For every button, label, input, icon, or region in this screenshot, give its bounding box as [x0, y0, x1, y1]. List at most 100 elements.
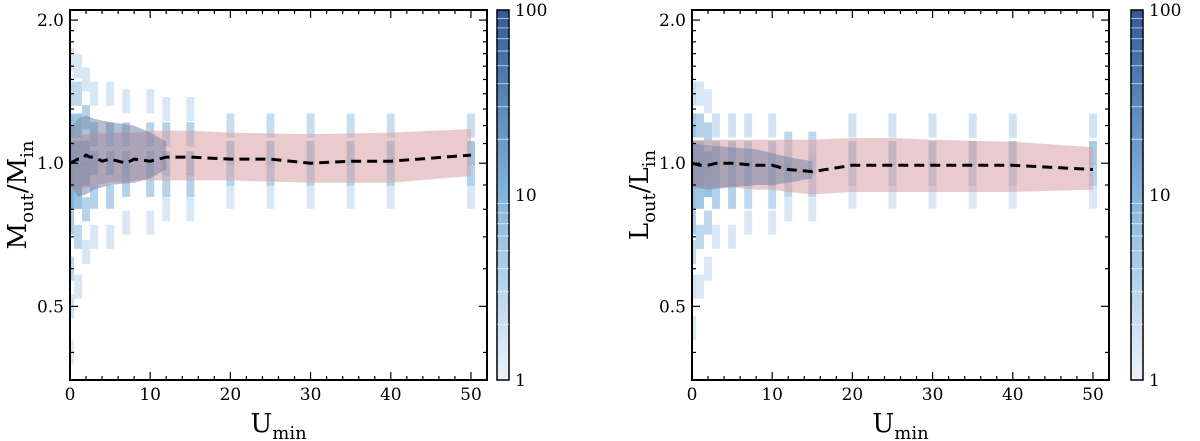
- x-tick-label: 10: [139, 385, 161, 405]
- heatmap-cell: [768, 184, 777, 209]
- heatmap-cell: [162, 172, 171, 198]
- heatmap-cell: [74, 274, 83, 299]
- heatmap-cell: [728, 224, 737, 249]
- colorbar: 1 10 100: [1130, 1, 1181, 391]
- heatmap-cell: [122, 89, 131, 114]
- heatmap-cell: [90, 81, 99, 106]
- heatmap-cell: [1088, 184, 1097, 209]
- heatmap-cell: [1008, 184, 1017, 209]
- median-line: [692, 161, 1094, 174]
- heatmap-cell: [306, 184, 315, 209]
- heatmap-cell: [768, 210, 777, 235]
- heatmap-cell: [728, 184, 737, 209]
- y-tick-label: 2.0: [37, 11, 64, 31]
- x-tick-label: 40: [380, 385, 402, 405]
- y-tick-label: 1.0: [659, 154, 686, 174]
- heatmap-cell: [696, 81, 705, 106]
- x-tick-label: 0: [687, 385, 698, 405]
- colorbar-tick-label: 100: [1149, 1, 1181, 21]
- heatmap-cell: [728, 113, 737, 138]
- heatmap-cell: [90, 184, 99, 209]
- plot-area: [70, 47, 475, 365]
- heatmap-cell: [82, 67, 91, 92]
- heatmap-cell: [186, 96, 195, 122]
- heatmap-cell: [692, 210, 696, 235]
- y-tick-label: 2.0: [659, 11, 686, 31]
- x-tick-label: 30: [300, 385, 322, 405]
- heatmap-cell: [146, 89, 155, 114]
- heatmap-cell: [848, 184, 857, 209]
- heatmap-cell: [1088, 113, 1097, 138]
- colorbar-gradient: [1130, 9, 1144, 381]
- heatmap-cell: [162, 197, 171, 222]
- heatmap-cell: [466, 113, 475, 138]
- heatmap-cell: [848, 113, 857, 138]
- heatmap-cell: [888, 113, 897, 138]
- x-tick-label: 10: [761, 385, 783, 405]
- heatmap-cell: [692, 274, 696, 299]
- x-tick-label: 50: [460, 385, 482, 405]
- panel-right: 0 10 20 30 40 50 0.5 1.0 2.0 Umin Lout/Lin 1 10 100: [625, 1, 1181, 441]
- heatmap-cell: [744, 210, 753, 235]
- heatmap-cell: [696, 274, 705, 299]
- heatmap-cell: [696, 113, 705, 138]
- heatmap-cell: [696, 184, 705, 209]
- heatmap-cell: [928, 184, 937, 209]
- heatmap-cell: [106, 81, 115, 106]
- heatmap-cell: [162, 96, 171, 122]
- heatmap-cell: [74, 224, 83, 249]
- heatmap-cell: [704, 256, 713, 281]
- heatmap-cell: [74, 81, 83, 106]
- heatmap-cell: [186, 197, 195, 222]
- heatmap-cell: [146, 172, 155, 198]
- x-tick-label: 40: [1002, 385, 1024, 405]
- plot-area: [692, 81, 1097, 341]
- heatmap-cell: [928, 113, 937, 138]
- heatmap-cell: [226, 113, 235, 138]
- colorbar-tick-label: 10: [1149, 186, 1171, 206]
- scatter-band: [70, 129, 471, 190]
- colorbar-gradient: [496, 9, 510, 381]
- heatmap-cell: [106, 224, 115, 249]
- heatmap-cell: [346, 113, 355, 138]
- heatmap-cell: [704, 122, 713, 147]
- y-tick-label: 0.5: [37, 297, 64, 317]
- heatmap-cell: [888, 184, 897, 209]
- heatmap-cell: [74, 54, 83, 79]
- heatmap-cell: [692, 240, 696, 265]
- y-tick-label: 0.5: [659, 297, 686, 317]
- heatmap-cell: [784, 197, 793, 222]
- heatmap-cell: [70, 47, 74, 72]
- heatmap-cell: [266, 113, 275, 138]
- heatmap-cell: [386, 184, 395, 209]
- heatmap-cell: [106, 184, 115, 209]
- heatmap-cell: [266, 184, 275, 209]
- heatmap-cell: [744, 113, 753, 138]
- heatmap-cell: [696, 224, 705, 249]
- x-axis-label: Umin: [250, 409, 307, 441]
- x-axis-label: Umin: [872, 409, 929, 441]
- colorbar-tick-label: 10: [515, 186, 537, 206]
- colorbar: 1 10 100: [496, 1, 547, 391]
- colorbar-tick-label: 1: [515, 371, 526, 391]
- scatter-band: [692, 143, 813, 190]
- heatmap-cell: [692, 184, 696, 209]
- heatmap-cell: [82, 197, 91, 222]
- panel-left: 0 10 20 30 40 50 0.5 1.0 2.0 Umin Mout/Min 1 10 100: [3, 1, 547, 441]
- heatmap-cell: [704, 210, 713, 235]
- y-axis-label: Mout/Min: [3, 140, 38, 249]
- heatmap-cell: [744, 184, 753, 209]
- x-tick-label: 50: [1082, 385, 1104, 405]
- y-tick-label: 1.0: [37, 154, 64, 174]
- x-tick-label: 0: [65, 385, 76, 405]
- heatmap-cell: [968, 184, 977, 209]
- axes-frame: [691, 9, 1110, 381]
- heatmap-cell: [712, 224, 721, 249]
- x-tick-label: 20: [842, 385, 864, 405]
- x-tick-label: 20: [220, 385, 242, 405]
- heatmap-cell: [70, 184, 74, 209]
- heatmap-cell: [82, 240, 91, 265]
- heatmap-cell: [704, 89, 713, 114]
- heatmap-cell: [146, 210, 155, 235]
- heatmap-cell: [306, 113, 315, 138]
